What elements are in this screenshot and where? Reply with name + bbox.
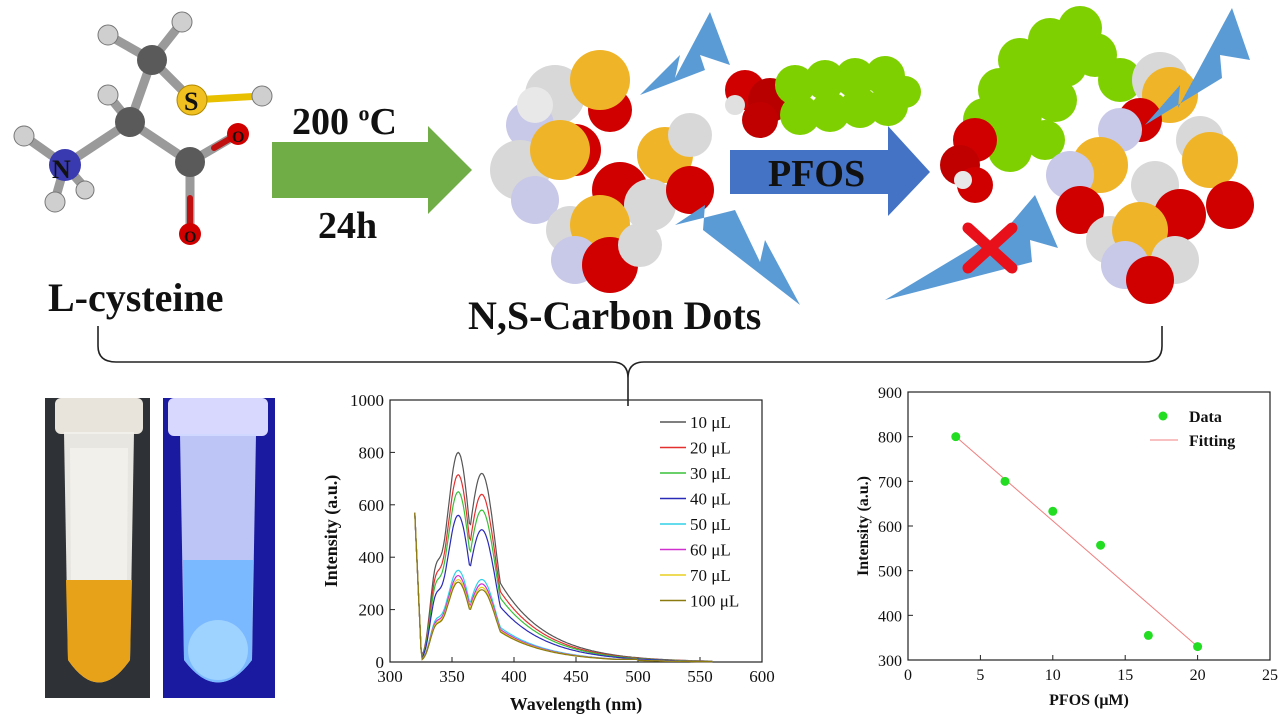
chart1-legend-label: 10 μL — [690, 413, 731, 432]
chart2-ytick-label: 400 — [878, 608, 902, 625]
vial-photo-uv — [163, 398, 275, 698]
chart2-xtick-label: 15 — [1117, 667, 1133, 684]
chart1-ytick-label: 200 — [359, 601, 385, 620]
reagent-label: PFOS — [768, 153, 866, 195]
excitation-light-bolt — [640, 12, 730, 95]
chart2-ytick-label: 800 — [878, 430, 902, 447]
chart1-ytick-label: 1000 — [350, 391, 384, 410]
chart2-data-point — [1000, 476, 1010, 486]
chart1-ytick-label: 0 — [376, 653, 385, 672]
emission-light-bolt — [675, 205, 800, 305]
chart1-series-line — [414, 512, 713, 663]
chart1-legend-label: 30 μL — [690, 464, 731, 483]
cysteine-molecule: S N O O — [13, 11, 273, 246]
chart1-xtick-label: 550 — [687, 667, 713, 686]
chart2-ytick-label: 500 — [878, 564, 902, 581]
pfos-arrow — [730, 126, 930, 216]
quench-cross-icon — [962, 222, 1018, 274]
chart1-legend-label: 40 μL — [690, 490, 731, 509]
chart2-ytick-label: 600 — [878, 519, 902, 536]
chart1-legend-label: 100 μL — [690, 592, 739, 611]
atom-o2-label: O — [184, 229, 196, 246]
quenched-emission-bolt — [885, 195, 1058, 300]
chart1-series-line — [414, 451, 713, 662]
atom-s-label: S — [184, 87, 198, 116]
grouping-brace — [97, 326, 1163, 406]
time-label: 24h — [318, 205, 378, 247]
chart1-ytick-label: 800 — [359, 443, 385, 462]
chart2-fit-line — [955, 436, 1198, 647]
chart2-xlabel: PFOS (μM) — [1049, 692, 1129, 709]
chart1-legend-label: 20 μL — [690, 439, 731, 458]
chart1-xlabel: Wavelength (nm) — [510, 694, 643, 715]
atom-o1-label: O — [232, 129, 244, 146]
excitation-light-bolt-2 — [1145, 8, 1250, 125]
chart2-data-point — [1193, 642, 1203, 652]
chart1-series-line — [414, 473, 713, 662]
chart2-xtick-label: 25 — [1262, 667, 1278, 684]
quenched-cluster — [940, 6, 1254, 304]
chart1-xtick-label: 450 — [563, 667, 589, 686]
chart2-xtick-label: 10 — [1045, 667, 1061, 684]
pfos-molecule — [725, 56, 921, 138]
chart1-xtick-label: 300 — [377, 667, 403, 686]
chart2-ytick-label: 300 — [878, 653, 902, 670]
molecule-name: L-cysteine — [48, 275, 224, 320]
chart1-xtick-label: 400 — [501, 667, 527, 686]
chart2-ytick-label: 900 — [878, 385, 902, 402]
chart1-xtick-label: 350 — [439, 667, 465, 686]
chart1-series-line — [414, 512, 713, 663]
chart2-xtick-label: 20 — [1190, 667, 1206, 684]
chart2-data-point — [1143, 630, 1153, 640]
chart2-data-point — [1048, 506, 1058, 516]
chart1-legend-label: 70 μL — [690, 566, 731, 585]
chart2-legend-label-data: Data — [1189, 409, 1222, 426]
chart1-series-line — [414, 512, 713, 663]
chart2-ytick-label: 700 — [878, 474, 902, 491]
product-name: N,S-Carbon Dots — [468, 293, 762, 338]
chart1-series-line — [414, 512, 713, 663]
chart2-ylabel: Intensity (a.u.) — [855, 476, 872, 576]
chart1-xtick-label: 500 — [625, 667, 651, 686]
chart2-legend-marker — [1158, 411, 1168, 421]
atom-n-label: N — [52, 155, 71, 184]
chart1-ytick-label: 400 — [359, 548, 385, 567]
chart1-xtick-label: 600 — [749, 667, 775, 686]
chart1-ylabel: Intensity (a.u.) — [321, 475, 342, 588]
chart2-legend-label-fitting: Fitting — [1189, 433, 1235, 450]
chart2-xtick-label: 0 — [904, 667, 912, 684]
synthesis-arrow — [272, 126, 472, 214]
carbon-dot-cluster — [490, 50, 714, 293]
chart2-data-point — [1096, 540, 1106, 550]
chart1-legend-label: 60 μL — [690, 541, 731, 560]
chart1-ytick-label: 600 — [359, 496, 385, 515]
chart2-data-point — [951, 432, 961, 442]
chart2-xtick-label: 5 — [976, 667, 984, 684]
vial-photo-daylight — [45, 398, 150, 698]
chart1-legend-label: 50 μL — [690, 515, 731, 534]
calibration-chart: 300 400 500 600 700 800 900 0 5 10 15 20 25 Data Fit… — [855, 385, 1278, 709]
chart1-series-line — [414, 512, 713, 663]
temperature-label: 200 oC — [292, 100, 397, 143]
